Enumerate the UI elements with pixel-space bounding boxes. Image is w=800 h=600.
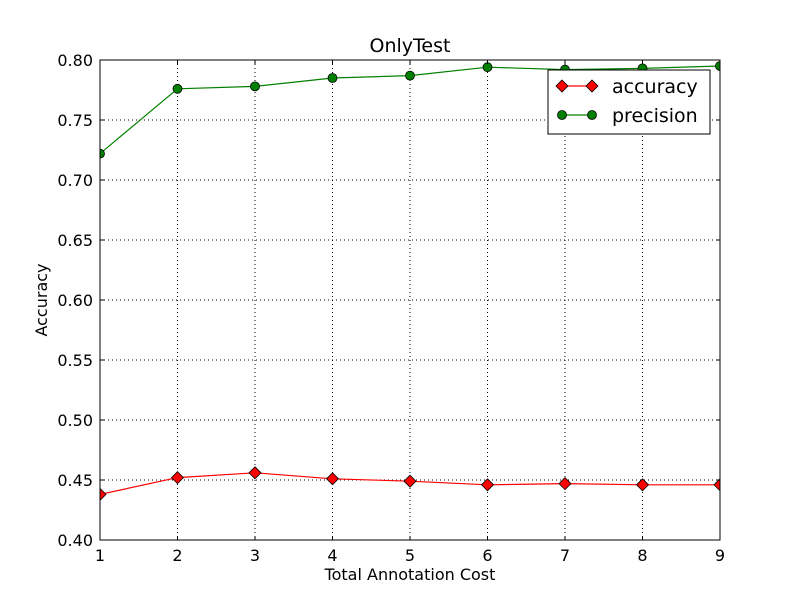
legend-label-accuracy: accuracy — [612, 76, 698, 98]
legend-marker-precision — [587, 110, 597, 120]
y-axis-title: Accuracy — [32, 263, 51, 336]
data-point-accuracy — [480, 478, 495, 492]
y-tick-label: 0.75 — [57, 111, 93, 130]
data-point-accuracy — [248, 466, 262, 480]
series-precision — [100, 61, 720, 159]
data-point-precision — [482, 62, 493, 73]
legend-marker-accuracy — [555, 79, 569, 93]
y-tick-label: 0.55 — [57, 351, 93, 370]
data-point-accuracy — [403, 474, 417, 488]
legend-marker-accuracy — [585, 79, 599, 93]
x-tick-label: 2 — [172, 546, 182, 565]
data-point-accuracy — [558, 477, 572, 491]
data-point-precision — [405, 70, 415, 81]
series-accuracy — [100, 466, 720, 501]
tick-layer: 1 2 3 4 5 6 7 8 9 0.40 0.45 0.50 0.55 0.60 0.65 0.70 0.7… — [57, 51, 725, 565]
data-point-precision — [250, 81, 260, 92]
chart-title: OnlyTest — [370, 35, 451, 57]
x-tick-label: 7 — [560, 546, 570, 565]
series-layer — [100, 61, 720, 501]
legend: accuracy precision — [547, 69, 711, 135]
x-tick-label: 9 — [715, 546, 725, 565]
x-tick-label: 4 — [327, 546, 337, 565]
x-axis-title: Total Annotation Cost — [324, 565, 496, 584]
y-tick-label: 0.50 — [57, 411, 93, 430]
data-point-accuracy — [635, 478, 650, 492]
y-tick-label: 0.80 — [57, 51, 93, 70]
y-tick-label: 0.60 — [57, 291, 93, 310]
data-point-precision — [172, 83, 183, 94]
y-tick-label: 0.40 — [57, 531, 93, 550]
x-tick-label: 3 — [250, 546, 260, 565]
data-point-accuracy — [170, 471, 185, 485]
data-point-precision — [327, 73, 338, 83]
x-tick-label: 6 — [482, 546, 492, 565]
legend-label-precision: precision — [612, 105, 698, 127]
data-point-accuracy — [713, 478, 720, 492]
data-point-precision — [100, 148, 105, 159]
y-tick-label: 0.70 — [57, 171, 93, 190]
x-tick-label: 5 — [405, 546, 415, 565]
data-point-precision — [715, 61, 720, 71]
legend-box — [547, 69, 711, 135]
data-point-accuracy — [100, 487, 107, 501]
y-tick-label: 0.65 — [57, 231, 93, 250]
label-layer: OnlyTest Total Annotation Cost Accuracy — [32, 35, 495, 584]
y-tick-label: 0.45 — [57, 471, 93, 490]
x-tick-label: 1 — [95, 546, 105, 565]
x-tick-label: 8 — [637, 546, 647, 565]
data-point-accuracy — [325, 472, 340, 486]
legend-marker-precision — [557, 110, 567, 120]
